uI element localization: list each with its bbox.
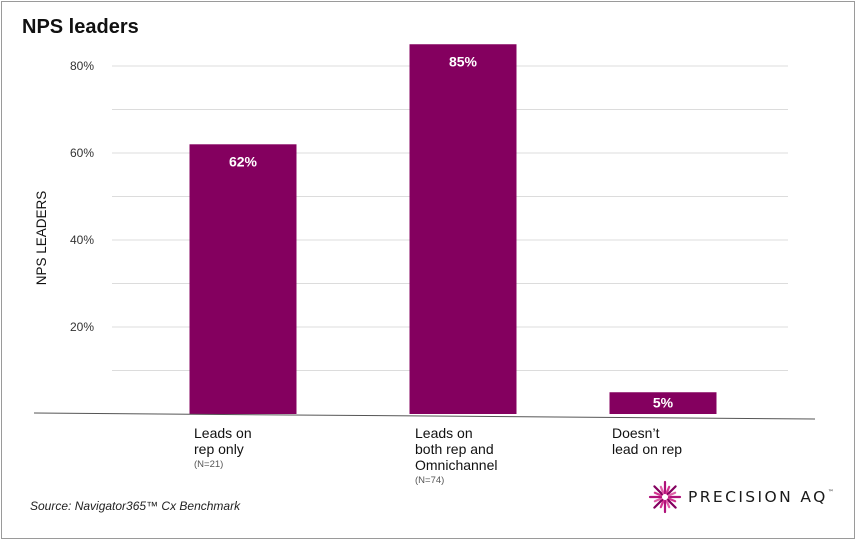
y-tick-label: 20% [70,320,94,334]
logo-ray [659,485,665,495]
starburst-logo-icon [648,480,682,514]
logo-ray [653,498,664,509]
brand-text: PRECISION AQ [688,488,828,506]
y-tick-label: 80% [70,59,94,73]
data-label: 85% [449,53,478,69]
data-label: 5% [653,394,674,410]
logo-ray [666,485,677,496]
bar [409,44,517,414]
data-label: 62% [229,153,258,169]
category-n-label: (N=74) [415,475,444,486]
brand-trademark: ™ [827,489,834,496]
logo-ray [653,485,664,496]
brand-name: PRECISION AQ™ [688,488,834,506]
logo-ray [653,497,663,503]
chart-title: NPS leaders [22,16,139,38]
y-tick-label: 40% [70,233,94,247]
y-axis-label: NPS LEADERS [34,191,49,286]
logo-ray [665,499,671,509]
category-label: Doesn’t [612,425,660,441]
bar [609,392,717,414]
logo-ray [666,498,677,509]
category-label: Omnichannel [415,457,498,473]
brand-logo: PRECISION AQ™ [648,480,834,514]
category-label: both rep and [415,441,494,457]
source-note: Source: Navigator365™ Cx Benchmark [30,499,241,513]
logo-ray [665,485,671,495]
category-label: lead on rep [612,441,682,457]
logo-ray [653,491,663,497]
category-label: Leads on [415,425,473,441]
category-label: Leads on [194,425,252,441]
logo-ray [667,491,677,497]
category-n-label: (N=21) [194,459,223,470]
logo-ray [659,499,665,509]
bar [189,144,297,415]
logo-ray [667,497,677,503]
category-label: rep only [194,441,244,457]
x-axis-baseline [33,412,816,420]
y-tick-label: 60% [70,146,94,160]
